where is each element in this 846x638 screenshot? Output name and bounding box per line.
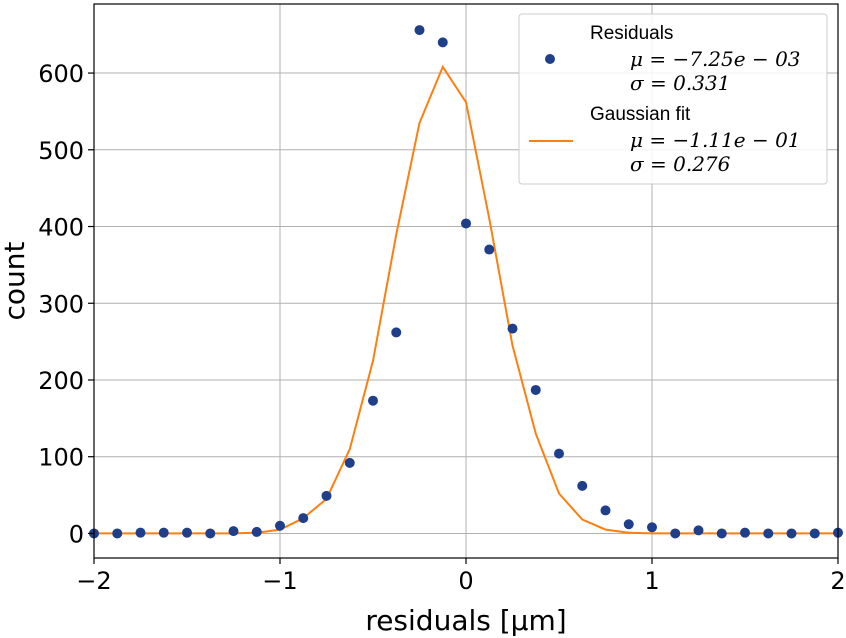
- residual-point: [507, 323, 518, 334]
- residual-point: [530, 384, 541, 395]
- residual-point: [554, 448, 564, 459]
- x-tick-label: 2: [830, 567, 845, 595]
- y-tick-label: 200: [38, 367, 84, 395]
- residual-point: [368, 395, 378, 406]
- residual-point: [135, 527, 146, 538]
- residual-point: [670, 528, 681, 539]
- legend-fit-sigma: σ = 0.276: [630, 152, 731, 176]
- residual-point: [112, 528, 123, 539]
- residual-point: [693, 525, 704, 536]
- residual-point: [275, 520, 285, 531]
- y-tick-label: 600: [38, 60, 84, 88]
- residual-point: [182, 527, 192, 538]
- residual-point: [205, 528, 216, 539]
- y-tick-label: 400: [38, 214, 84, 242]
- residual-point: [251, 526, 262, 537]
- legend-fit-mu: μ = −1.11e − 01: [630, 128, 801, 152]
- residual-point: [461, 218, 471, 229]
- x-tick-label: 1: [644, 567, 659, 595]
- legend-residuals-label: Residuals: [590, 23, 673, 44]
- residual-point: [298, 513, 309, 524]
- residual-point: [228, 526, 239, 537]
- x-tick-label: 0: [458, 567, 473, 595]
- legend: Residuals μ = −7.25e − 03 σ = 0.331 Gaus…: [518, 13, 828, 185]
- legend-residuals-marker: [545, 54, 555, 64]
- y-axis-label: count: [0, 241, 31, 320]
- legend-residuals-sigma: σ = 0.331: [630, 71, 730, 95]
- legend-fit-label: Gaussian fit: [590, 104, 691, 125]
- residual-point: [577, 480, 588, 491]
- residual-point: [391, 327, 402, 338]
- residual-point: [344, 457, 355, 468]
- residual-point: [414, 25, 425, 36]
- residual-point: [484, 244, 495, 255]
- gaussian-fit-layer: [94, 64, 838, 535]
- y-tick-label: 500: [38, 137, 84, 165]
- residual-point: [321, 490, 332, 501]
- y-tick-label: 300: [38, 290, 84, 318]
- legend-box: [518, 13, 828, 185]
- axis-ticks: −2 −1 0 1 2 0 100 200 300 400 500 600: [38, 60, 845, 595]
- residual-point: [786, 528, 797, 539]
- residual-point: [158, 527, 169, 538]
- y-tick-label: 100: [38, 444, 84, 472]
- residual-point: [623, 519, 634, 530]
- residual-point: [763, 528, 774, 539]
- residual-point: [809, 528, 820, 539]
- residual-points-layer: [89, 25, 843, 539]
- residual-point: [740, 527, 750, 538]
- gaussian-fit-line: [94, 64, 838, 535]
- y-tick-label: 0: [69, 520, 84, 548]
- residual-point: [716, 528, 727, 539]
- x-tick-label: −2: [76, 567, 111, 595]
- legend-residuals-mu: μ = −7.25e − 03: [630, 47, 801, 71]
- x-tick-label: −1: [262, 567, 297, 595]
- x-axis-label: residuals [μm]: [365, 604, 566, 637]
- residual-point: [647, 522, 657, 533]
- residual-point: [600, 505, 611, 516]
- residual-point: [437, 37, 448, 48]
